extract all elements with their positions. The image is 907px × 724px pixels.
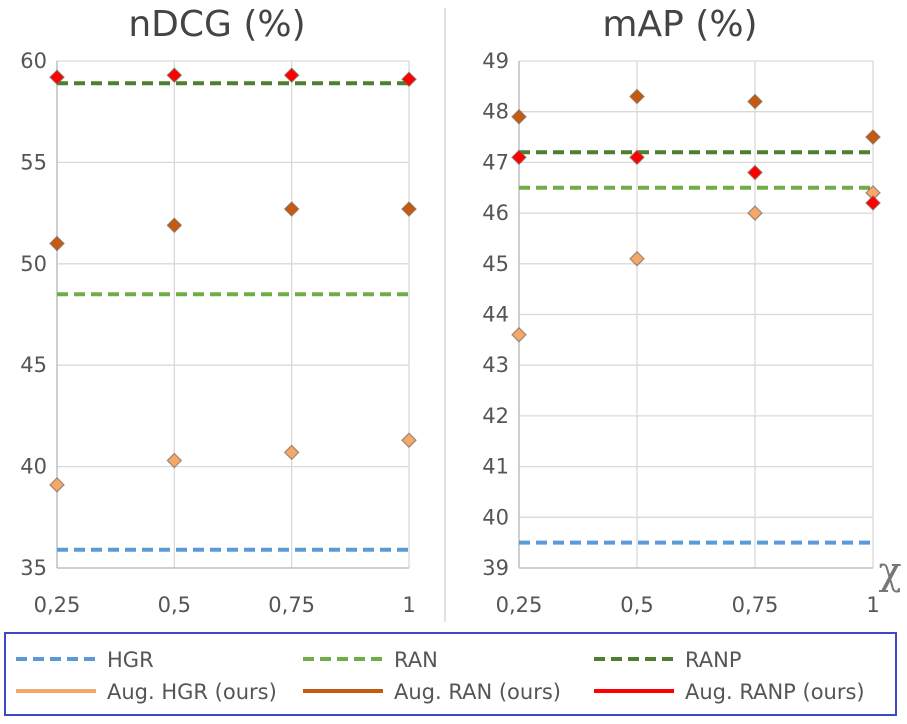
ndcg-x-tick-label: 0,25 xyxy=(34,593,81,617)
ndcg-title: nDCG (%) xyxy=(128,4,305,45)
map-panel: mAP (%) χ 39 40 41 42 43 44 45 46 47 48 49 0,25 0,5 0… xyxy=(482,4,901,617)
ndcg-point-aug-ran-ours xyxy=(49,235,65,252)
legend-label-aug-hgr-ours: Aug. HGR (ours) xyxy=(107,680,277,704)
ndcg-point-aug-ran-ours xyxy=(401,201,417,217)
map-point-aug-ranp-ours xyxy=(747,164,763,181)
ndcg-y-tick-label: 40 xyxy=(20,455,47,479)
map-x-tick-label: 0,75 xyxy=(732,593,779,617)
ndcg-y-tick-label: 55 xyxy=(20,150,47,174)
map-x-tick-label: 0,25 xyxy=(496,593,543,617)
legend-box xyxy=(4,632,897,716)
map-y-tick-label: 45 xyxy=(482,252,509,276)
map-point-aug-hgr-ours xyxy=(511,326,527,343)
map-point-aug-ran-ours xyxy=(865,129,881,145)
map-y-tick-label: 48 xyxy=(482,100,509,124)
ndcg-point-aug-hgr-ours xyxy=(49,477,65,493)
map-point-aug-hgr-ours xyxy=(629,250,645,267)
ndcg-point-aug-ranp-ours xyxy=(166,67,183,84)
ndcg-point-aug-ranp-ours xyxy=(49,69,65,86)
ndcg-x-tick-label: 0,75 xyxy=(268,593,315,617)
ndcg-y-tick-label: 60 xyxy=(20,49,47,73)
legend-label-hgr: HGR xyxy=(107,648,154,672)
ndcg-point-aug-ran-ours xyxy=(166,217,183,234)
map-point-aug-ran-ours xyxy=(511,108,527,125)
map-y-tick-label: 49 xyxy=(482,49,509,73)
x-axis-label-chi: χ xyxy=(878,549,901,593)
legend-label-ranp: RANP xyxy=(685,648,741,672)
map-point-aug-ranp-ours xyxy=(629,149,645,166)
ndcg-point-aug-ranp-ours xyxy=(283,67,300,84)
map-y-tick-label: 47 xyxy=(482,150,509,174)
map-point-aug-ranp-ours xyxy=(865,195,881,211)
legend-label-ran: RAN xyxy=(394,648,438,672)
ndcg-point-aug-hgr-ours xyxy=(166,452,183,469)
ndcg-x-tick-label: 1 xyxy=(402,593,415,617)
ndcg-panel: nDCG (%) 35 40 45 50 55 60 0,25 0,5 0,75 1 xyxy=(20,4,417,617)
map-point-aug-ran-ours xyxy=(747,93,763,110)
map-x-tick-label: 0,5 xyxy=(620,593,653,617)
map-point-aug-ranp-ours xyxy=(511,149,527,166)
legend-label-aug-ran-ours: Aug. RAN (ours) xyxy=(394,680,561,704)
map-point-aug-hgr-ours xyxy=(747,205,763,221)
ndcg-y-tick-label: 35 xyxy=(20,556,47,580)
map-y-tick-label: 41 xyxy=(482,455,509,479)
ndcg-point-aug-ranp-ours xyxy=(401,71,417,88)
map-y-tick-label: 44 xyxy=(482,303,509,327)
ndcg-x-tick-label: 0,5 xyxy=(158,593,191,617)
map-y-tick-label: 43 xyxy=(482,353,509,377)
map-y-tick-label: 40 xyxy=(482,505,509,529)
map-y-tick-label: 42 xyxy=(482,404,509,428)
legend: HGR RAN RANP Aug. HGR (ours) Aug. RAN (ours)… xyxy=(4,632,897,716)
map-point-aug-ran-ours xyxy=(629,88,645,105)
map-y-tick-label: 39 xyxy=(482,556,509,580)
map-x-tick-label: 1 xyxy=(866,593,879,617)
map-title: mAP (%) xyxy=(602,4,757,45)
ndcg-point-aug-ran-ours xyxy=(283,201,300,217)
ndcg-y-tick-label: 50 xyxy=(20,252,47,276)
ndcg-point-aug-hgr-ours xyxy=(401,432,417,449)
legend-label-aug-ranp-ours: Aug. RANP (ours) xyxy=(685,680,865,704)
ndcg-y-tick-label: 45 xyxy=(20,353,47,377)
map-y-tick-label: 46 xyxy=(482,201,509,225)
ndcg-point-aug-hgr-ours xyxy=(283,444,300,461)
